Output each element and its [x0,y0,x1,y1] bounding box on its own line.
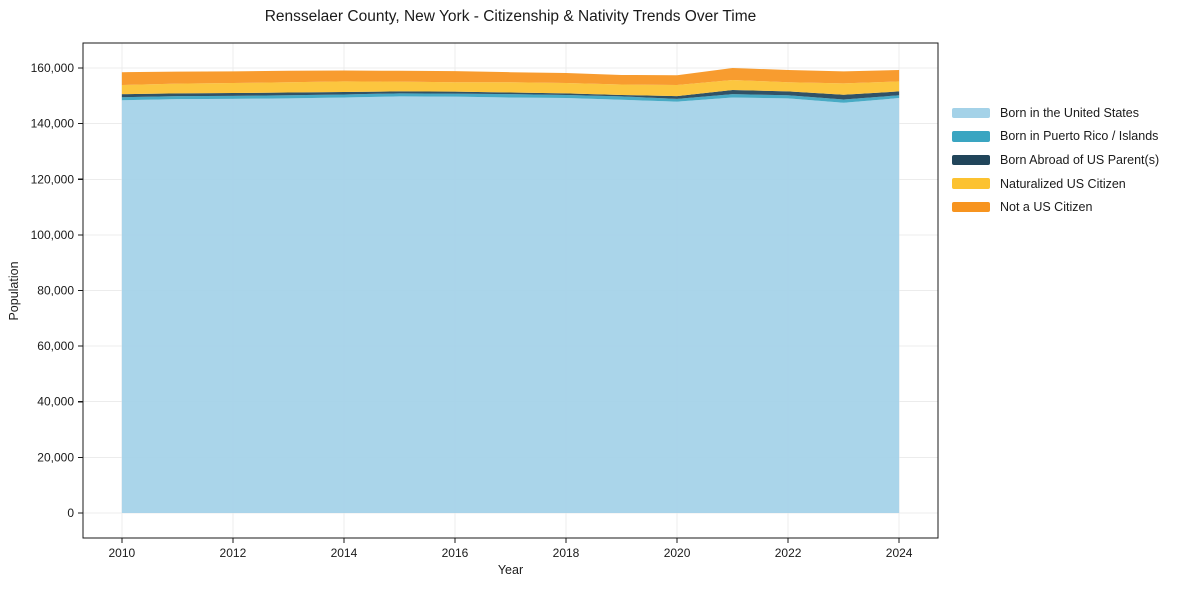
area-series-2 [121,90,900,100]
y-tick-label: 60,000 [37,339,74,353]
x-tick-label: 2022 [775,546,802,560]
area-series-1 [121,93,900,103]
x-axis-label: Year [497,563,524,577]
legend-label: Naturalized US Citizen [1000,176,1126,191]
area-series-4 [121,68,900,85]
chart-title: Rensselaer County, New York - Citizenshi… [264,8,757,25]
y-tick-label: 120,000 [31,172,75,186]
legend-label: Born in Puerto Rico / Islands [1000,129,1159,144]
y-tick-label: 40,000 [37,395,74,409]
legend: Born in the United States Born in Puerto … [952,101,1159,219]
y-tick-label: 20,000 [37,450,74,464]
legend-swatch [952,178,990,189]
legend-label: Born in the United States [1000,105,1139,120]
x-tick-label: 2014 [331,546,358,560]
area-series-0 [121,96,900,513]
x-tick-label: 2018 [553,546,580,560]
area-series-3 [121,79,900,97]
legend-label: Not a US Citizen [1000,200,1093,215]
y-tick-label: 140,000 [31,117,75,131]
legend-item: Born in the United States [952,101,1159,125]
legend-swatch [952,131,990,142]
legend-swatch [952,201,990,213]
legend-swatch [952,154,990,166]
legend-item: Not a US Citizen [952,195,1159,219]
y-tick-label: 100,000 [31,228,75,242]
x-tick-label: 2010 [109,546,136,560]
x-tick-label: 2020 [664,546,691,560]
x-tick-label: 2024 [886,546,913,560]
y-tick-label: 0 [67,506,74,520]
y-tick-label: 80,000 [37,284,74,298]
x-tick-label: 2012 [220,546,247,560]
legend-item: Born in Puerto Rico / Islands [952,125,1159,149]
x-tick-label: 2016 [442,546,469,560]
legend-item: Naturalized US Citizen [952,172,1159,196]
legend-label: Born Abroad of US Parent(s) [1000,152,1160,167]
legend-item: Born Abroad of US Parent(s) [952,148,1159,172]
legend-swatch [952,107,990,119]
y-tick-label: 160,000 [31,61,75,75]
